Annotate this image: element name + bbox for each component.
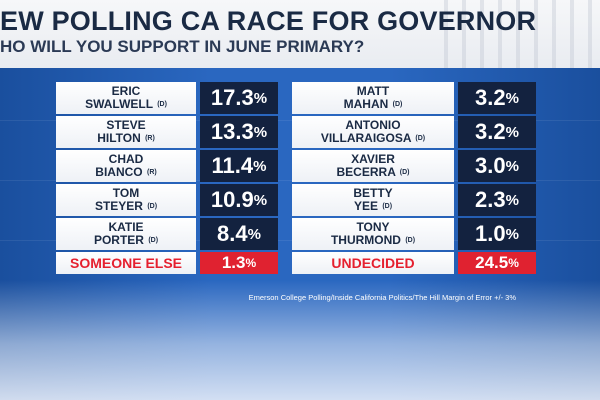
candidate-row: XAVIER BECERRA (D) 3.0%: [292, 150, 536, 182]
page-subtitle: HO WILL YOU SUPPORT IN JUNE PRIMARY?: [0, 37, 365, 56]
candidate-percent: 17.3%: [200, 82, 278, 114]
candidate-name: ERIC SWALWELL (D): [56, 82, 196, 114]
party-label: (R): [145, 135, 155, 143]
candidate-name: ANTONIO VILLARAIGOSA (D): [292, 116, 454, 148]
candidate-name: SOMEONE ELSE: [56, 252, 196, 274]
capitol-columns-graphic: [430, 0, 600, 68]
source-footnote: Emerson College Polling/Inside Californi…: [248, 293, 516, 302]
candidate-percent: 13.3%: [200, 116, 278, 148]
candidate-row: STEVE HILTON (R) 13.3%: [56, 116, 278, 148]
candidate-percent: 3.2%: [458, 116, 536, 148]
party-label: (R): [146, 169, 157, 177]
candidate-row: BETTY YEE (D) 2.3%: [292, 184, 536, 216]
candidate-name: KATIE PORTER (D): [56, 218, 196, 250]
party-label: (D): [392, 101, 403, 109]
party-label: (D): [148, 237, 159, 245]
candidate-percent: 11.4%: [200, 150, 278, 182]
title-banner: EW POLLING CA RACE FOR GOVERNOR HO WILL …: [0, 0, 600, 68]
candidate-row: ANTONIO VILLARAIGOSA (D) 3.2%: [292, 116, 536, 148]
candidate-percent: 1.0%: [458, 218, 536, 250]
party-label: (D): [382, 203, 393, 211]
candidate-row: ERIC SWALWELL (D) 17.3%: [56, 82, 278, 114]
candidate-percent: 1.3%: [200, 252, 278, 274]
candidate-percent: 2.3%: [458, 184, 536, 216]
candidate-percent: 10.9%: [200, 184, 278, 216]
candidate-name: UNDECIDED: [292, 252, 454, 274]
candidate-percent: 24.5%: [458, 252, 536, 274]
candidate-name: STEVE HILTON (R): [56, 116, 196, 148]
candidate-row: KATIE PORTER (D) 8.4%: [56, 218, 278, 250]
candidate-name: TOM STEYER (D): [56, 184, 196, 216]
undecided-row: UNDECIDED 24.5%: [292, 252, 536, 274]
candidate-name: CHAD BIANCO (R): [56, 150, 196, 182]
candidate-row: CHAD BIANCO (R) 11.4%: [56, 150, 278, 182]
party-label: (D): [405, 237, 416, 245]
party-label: (D): [399, 169, 410, 177]
candidate-row: TOM STEYER (D) 10.9%: [56, 184, 278, 216]
candidate-row: TONY THURMOND (D) 1.0%: [292, 218, 536, 250]
candidate-name: BETTY YEE (D): [292, 184, 454, 216]
candidate-percent: 8.4%: [200, 218, 278, 250]
candidate-name: MATT MAHAN (D): [292, 82, 454, 114]
party-label: (D): [147, 203, 158, 211]
candidate-percent: 3.2%: [458, 82, 536, 114]
candidate-name: XAVIER BECERRA (D): [292, 150, 454, 182]
party-label: (D): [157, 101, 167, 109]
candidate-percent: 3.0%: [458, 150, 536, 182]
someone-else-row: SOMEONE ELSE 1.3%: [56, 252, 278, 274]
candidate-row: MATT MAHAN (D) 3.2%: [292, 82, 536, 114]
page-title: EW POLLING CA RACE FOR GOVERNOR: [0, 6, 537, 36]
candidate-name: TONY THURMOND (D): [292, 218, 454, 250]
party-label: (D): [415, 135, 426, 143]
